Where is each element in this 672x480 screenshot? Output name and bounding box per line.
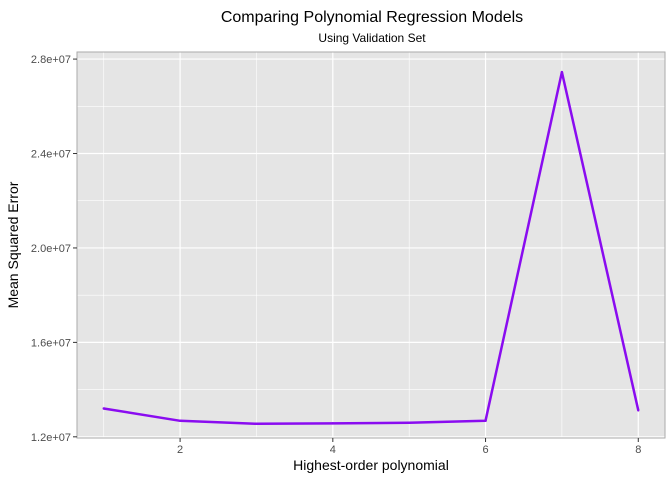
- plot-panel: [77, 52, 665, 438]
- data-point: [637, 409, 640, 412]
- data-point: [178, 419, 182, 422]
- x-tick-label: 4: [330, 444, 336, 456]
- data-point: [255, 422, 258, 426]
- x-tick-label: 6: [482, 444, 488, 456]
- x-tick-label: 2: [177, 444, 183, 456]
- chart-title: Comparing Polynomial Regression Models: [221, 9, 523, 26]
- y-tick-label: 1.6e+07: [31, 337, 71, 349]
- data-point: [484, 419, 487, 422]
- data-point: [560, 70, 564, 74]
- data-points: [102, 70, 640, 426]
- y-tick-label: 2.8e+07: [31, 54, 71, 66]
- panel-border: [76, 51, 666, 439]
- y-tick-label: 1.2e+07: [31, 432, 71, 444]
- y-axis: 1.2e+07 1.6e+07 2.0e+07 2.4e+07 2.8e+07: [31, 54, 77, 444]
- chart-subtitle: Using Validation Set: [318, 31, 426, 45]
- x-axis-title: Highest-order polynomial: [293, 457, 449, 473]
- series-line: [103, 70, 640, 426]
- y-tick-label: 2.0e+07: [31, 243, 71, 255]
- x-tick-label: 8: [635, 444, 641, 456]
- data-point: [331, 422, 335, 425]
- data-point: [102, 407, 105, 410]
- y-tick-label: 2.4e+07: [31, 149, 71, 161]
- y-axis-title: Mean Squared Error: [5, 181, 21, 308]
- x-axis: 2 4 6 8: [177, 438, 641, 456]
- data-point: [407, 421, 411, 424]
- minor-grid: [77, 52, 665, 438]
- major-grid: [77, 52, 665, 438]
